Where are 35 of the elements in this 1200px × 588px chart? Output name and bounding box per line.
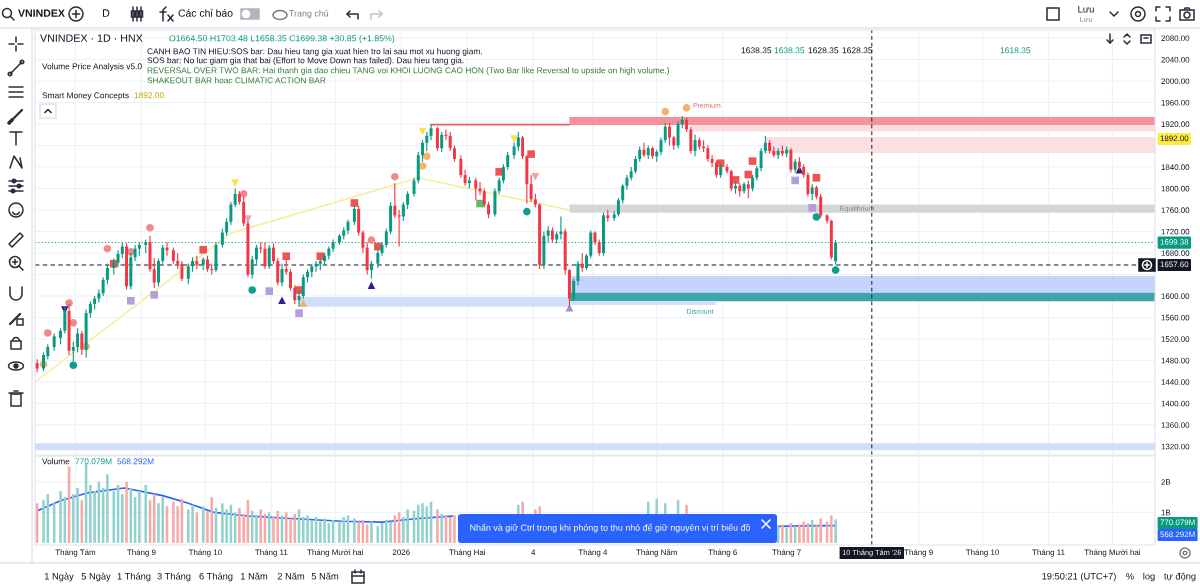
annotation: Volume Price Analysis v5.0 bbox=[42, 63, 142, 71]
text: tự động bbox=[1164, 572, 1196, 582]
text: Trang chủ bbox=[289, 9, 329, 19]
text: 3 Tháng bbox=[157, 572, 191, 582]
annotation: 770.079M bbox=[75, 458, 112, 465]
annotation: 1892.00 bbox=[134, 92, 164, 99]
text: % bbox=[1126, 572, 1134, 580]
annotation: CANH BAO TIN HIEU:SOS bar: Dau hieu tang gia xuat hien tro lai sau mot xu huong giam. bbox=[147, 48, 482, 56]
text: 5 Năm bbox=[311, 572, 339, 580]
text: O1664.50 H1703.48 L1658.35 C1699.38 +30.85 (+1.85%) bbox=[169, 34, 395, 44]
text: 2 Năm bbox=[277, 572, 305, 580]
text: VNINDEX bbox=[18, 9, 65, 17]
text: log bbox=[1143, 572, 1155, 582]
annotation: 1628.35 bbox=[808, 47, 839, 54]
annotation: SHAKEOUT BAR hoac CLIMATIC ACTION BAR bbox=[147, 77, 326, 84]
text: D bbox=[102, 9, 110, 17]
annotation: SOS bar: No luc giam gia that bai (Effort to Move Down has failed). Dau hieu tang gia. bbox=[147, 57, 464, 65]
annotation: Smart Money Concepts bbox=[42, 92, 129, 100]
text: Lưu bbox=[1078, 5, 1094, 13]
annotation: 1628.35 bbox=[842, 47, 873, 54]
text: Các chỉ báo bbox=[178, 8, 233, 17]
text: 19:50:21 (UTC+7) bbox=[1042, 572, 1116, 582]
text: 1 Tháng bbox=[117, 572, 151, 582]
annotation: 1638.35 bbox=[774, 47, 805, 54]
annotation: REVERSAL OVER TWO BAR: Hai thanh gia dao chieu TANG voi KHOI LUONG CAO HON (Two Bar like Reversal to upside on high volume.) bbox=[147, 67, 670, 75]
text: 5 Ngày bbox=[81, 572, 111, 582]
annotation: 1618.35 bbox=[1000, 47, 1031, 54]
text: 1 Năm bbox=[241, 572, 268, 580]
text: 1 Ngày bbox=[44, 572, 74, 582]
annotation: 568.292M bbox=[117, 458, 154, 465]
chart-title: VNINDEX · 1D · HNX bbox=[40, 34, 143, 42]
annotation: Nhấn và giữ Ctrl trong khi phóng to thu nhỏ để giữ nguyên vị trí biểu đồ bbox=[470, 523, 750, 533]
annotation: Volume bbox=[42, 458, 70, 465]
text: 6 Tháng bbox=[199, 572, 233, 582]
annotation: 1638.35 bbox=[741, 47, 772, 54]
